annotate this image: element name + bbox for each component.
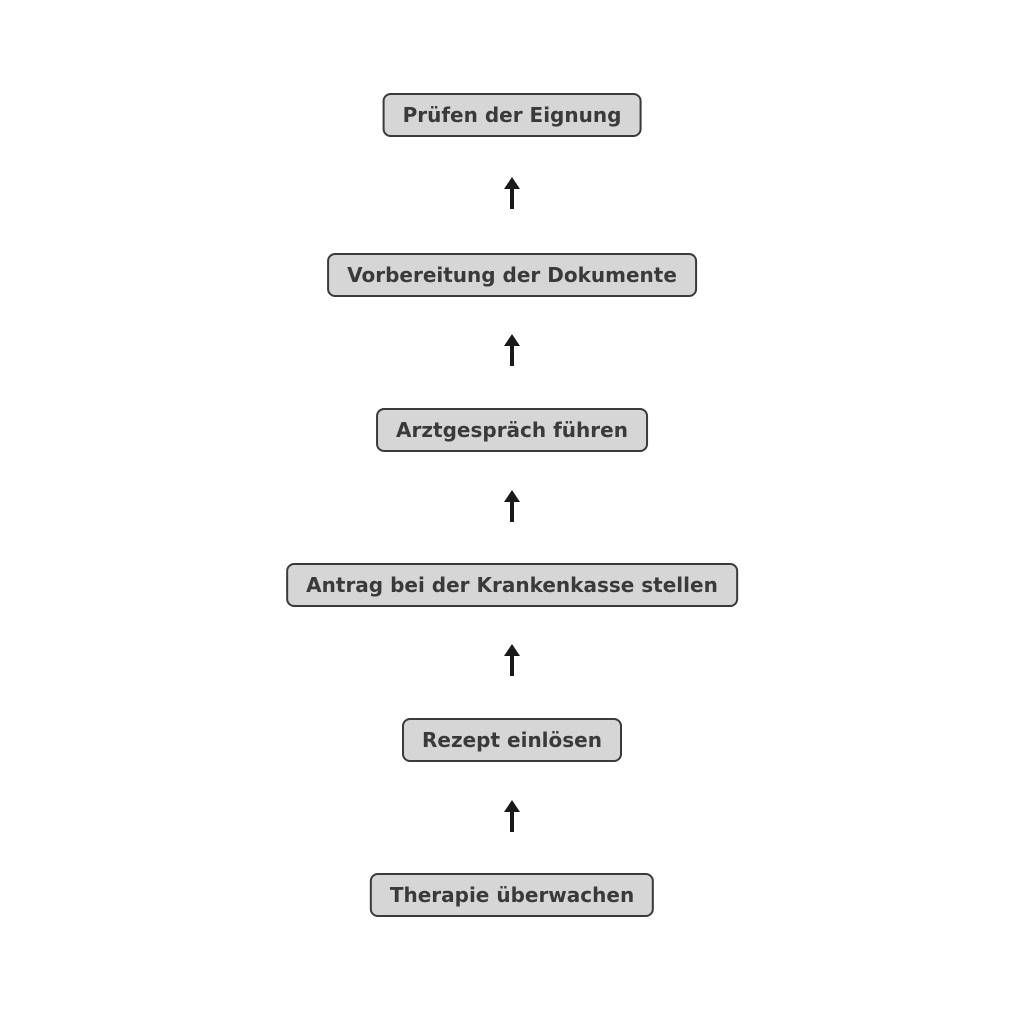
flowchart-canvas: Prüfen der Eignung Vorbereitung der Dokum… — [0, 0, 1024, 1024]
flowchart-arrow-up — [504, 800, 520, 836]
flowchart-node-n5: Rezept einlösen — [402, 718, 622, 762]
flowchart-arrow-up — [504, 644, 520, 680]
flowchart-node-n6: Therapie überwachen — [370, 873, 654, 917]
flowchart-arrow-up — [504, 490, 520, 526]
flowchart-node-n2: Vorbereitung der Dokumente — [327, 253, 697, 297]
flowchart-arrow-up — [504, 177, 520, 213]
flowchart-node-n1: Prüfen der Eignung — [383, 93, 642, 137]
flowchart-node-n4: Antrag bei der Krankenkasse stellen — [286, 563, 738, 607]
flowchart-arrow-up — [504, 334, 520, 370]
flowchart-node-n3: Arztgespräch führen — [376, 408, 648, 452]
